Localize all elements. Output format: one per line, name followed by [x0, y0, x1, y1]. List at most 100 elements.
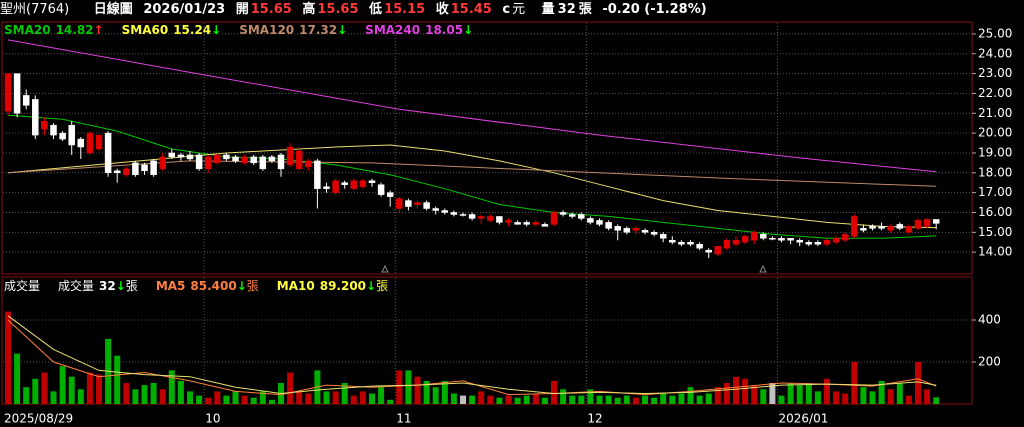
legend-item: SMA120 17.32↓: [239, 23, 347, 37]
currency-code: c: [502, 2, 511, 17]
volume-bar: [123, 383, 130, 404]
y-tick-label: 19.00: [978, 145, 1012, 159]
volume-bar: [341, 383, 348, 404]
candle-body: [195, 154, 203, 170]
low-label: 低: [369, 2, 383, 17]
volume-bar: [623, 395, 630, 404]
candle-body: [113, 170, 121, 174]
change: -0.20 (-1.28%): [602, 2, 707, 17]
low-value: 15.15: [384, 2, 426, 17]
volume-bar: [878, 380, 885, 404]
candle-body: [132, 162, 139, 176]
candle-body: [869, 226, 876, 229]
candle-body: [687, 241, 694, 245]
legend-trend: ↓: [463, 23, 474, 37]
volume-bar: [205, 397, 212, 404]
volume-label: 量: [541, 2, 555, 17]
volume-bar: [32, 378, 39, 404]
y-tick-label: 24.00: [978, 46, 1012, 60]
candle-body: [514, 222, 521, 225]
volume-bar: [642, 395, 648, 404]
candle-body: [932, 219, 940, 224]
legend-trend: ↓: [337, 23, 348, 37]
legend-item: SMA20 14.82↑: [4, 23, 104, 37]
candle-body: [13, 73, 21, 114]
legend-name: MA5: [155, 279, 186, 293]
candle-body: [277, 154, 285, 170]
candle-body: [259, 156, 267, 170]
volume-bar: [14, 353, 21, 404]
volume-bar: [196, 395, 203, 404]
candle-body: [77, 138, 85, 148]
candle-body: [268, 156, 276, 162]
volume-bar: [232, 391, 239, 404]
legend-name: SMA120: [239, 23, 295, 37]
candle-body: [232, 156, 239, 162]
volume-bar: [614, 397, 621, 404]
volume-bar: [23, 387, 30, 404]
candle-body: [623, 228, 631, 233]
candle-body: [923, 219, 931, 227]
volume-bar: [596, 395, 603, 404]
volume-bar: [86, 372, 93, 404]
candle-body: [241, 156, 248, 164]
candle-body: [505, 220, 512, 223]
candle-body: [396, 198, 403, 209]
legend-value: 18.05: [425, 23, 464, 37]
candle-body: [314, 160, 321, 189]
x-tick-label: 2025/08/29: [4, 412, 73, 426]
volume-bar: [541, 397, 548, 404]
candle-body: [323, 186, 330, 189]
marker: [381, 264, 389, 273]
volume-bar: [578, 395, 585, 404]
candle-body: [578, 214, 585, 219]
volume-bar: [296, 391, 303, 404]
volume-bar: [5, 311, 11, 404]
x-tick-label: 11: [396, 412, 411, 426]
candle-body: [851, 216, 858, 237]
volume-bar: [869, 391, 876, 404]
candle-body: [332, 180, 339, 193]
candle-body: [641, 230, 649, 233]
legend-item: MA5 85.400↓張: [156, 279, 259, 293]
y-tick-label: 22.00: [978, 86, 1012, 100]
volume-bar: [587, 389, 594, 404]
stock-name: 聖州(7764): [0, 2, 70, 17]
candle-body: [568, 214, 576, 217]
volume-bar: [651, 397, 658, 404]
legend-value: 17.32: [299, 23, 338, 37]
volume-bar: [887, 389, 894, 404]
volume-bar: [514, 397, 521, 404]
volume-bar: [350, 395, 357, 404]
volume-bar: [359, 391, 366, 404]
volume-bar: [405, 370, 412, 404]
candle-body: [669, 240, 676, 243]
volume-panel-border: [1, 276, 973, 405]
volume-bar: [41, 372, 48, 404]
volume-legend: 成交量 成交量 32↓張 MA5 85.400↓張 MA10 89.200↓張: [4, 279, 406, 293]
volume-value: 32: [557, 2, 576, 17]
volume-bar: [760, 389, 767, 404]
volume-bar: [833, 391, 840, 404]
candle-body: [860, 228, 867, 231]
candle-body: [678, 241, 685, 245]
legend-unit: 張: [246, 279, 259, 293]
volume-bar: [214, 391, 221, 404]
volume-bar: [441, 380, 448, 404]
candle-body: [487, 216, 494, 221]
legend-trend: ↓: [211, 23, 222, 37]
candle-body: [541, 224, 549, 227]
volume-bar: [250, 397, 257, 404]
volume-bar: [778, 395, 785, 404]
open-label: 開: [235, 2, 249, 17]
close-value: 15.45: [450, 2, 492, 17]
candle-body: [295, 150, 303, 170]
volume-bar: [114, 355, 121, 404]
volume-bar: [332, 391, 339, 404]
volume-bar: [551, 380, 557, 404]
volume-bar: [933, 397, 940, 404]
candle-body: [705, 249, 712, 253]
candle-body: [359, 180, 367, 187]
price-panel-border: [1, 21, 973, 275]
ma-line: [7, 315, 937, 395]
